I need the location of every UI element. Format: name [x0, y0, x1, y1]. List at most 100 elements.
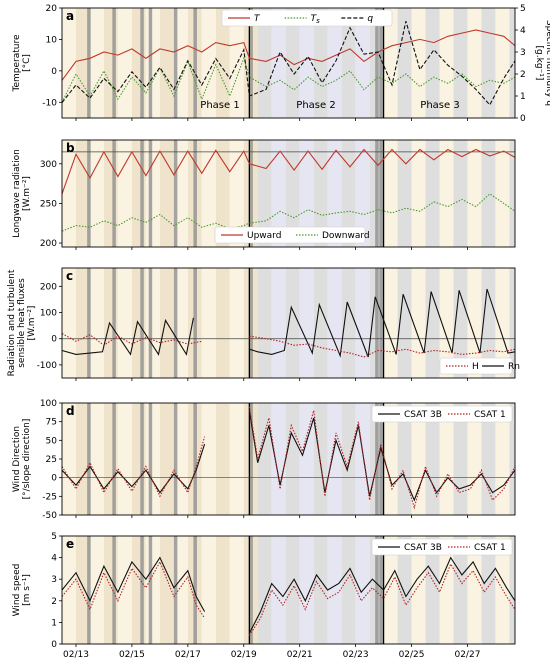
legend-label: CSAT 1 — [474, 543, 506, 553]
shade-band — [299, 140, 314, 247]
shade-band — [439, 536, 454, 644]
legend-label: T — [254, 14, 261, 24]
shade-band — [229, 268, 244, 378]
event-band — [193, 268, 197, 378]
shade-band — [411, 536, 426, 644]
y-axis-label: Radiation and turbulentsensible heat flu… — [7, 269, 37, 376]
legend-box — [371, 538, 513, 556]
shade-band — [62, 8, 76, 118]
event-band — [375, 140, 379, 247]
y2-tick-label: 1 — [520, 92, 526, 102]
phase-label: Phase 3 — [420, 100, 459, 111]
shade-band — [495, 268, 510, 378]
shade-band — [201, 536, 216, 644]
shade-band — [495, 403, 510, 515]
y2-tick-label: 4 — [520, 26, 526, 36]
event-band — [249, 140, 253, 247]
shade-band — [383, 268, 398, 378]
legend: CSAT 3B CSAT 1 — [371, 405, 513, 423]
shade-band — [285, 403, 300, 515]
event-band — [140, 536, 144, 644]
shade-band — [299, 268, 314, 378]
x-tick-label: 02/15 — [119, 650, 145, 660]
shade-band — [481, 403, 496, 515]
panel-letter: d — [66, 404, 75, 418]
shade-band — [257, 8, 272, 118]
x-tick-label: 02/19 — [231, 650, 257, 660]
shade-band — [271, 8, 286, 118]
shade-band — [75, 403, 90, 515]
x-tick-label: 02/21 — [287, 650, 313, 660]
shade-band — [481, 536, 496, 644]
shade-band — [299, 403, 314, 515]
event-band — [173, 140, 178, 247]
y2-axis-label: Specific humidity q[g.kg⁻¹] — [534, 20, 550, 106]
y-axis-label: Wind Direction[°/slope direction] — [12, 419, 32, 500]
shade-band — [159, 403, 174, 515]
series-line-rn — [61, 288, 516, 358]
panel-letter: b — [66, 141, 75, 155]
shade-band — [145, 8, 160, 118]
y-tick-label: 0 — [51, 640, 57, 650]
shade-band — [159, 536, 174, 644]
event-band — [379, 140, 383, 247]
shade-band — [117, 536, 132, 644]
event-band — [379, 268, 383, 378]
event-band — [193, 8, 197, 118]
shade-band — [355, 403, 370, 515]
shade-band — [509, 140, 515, 247]
series-line-downward — [61, 193, 516, 232]
y-tick-label: 0 — [51, 335, 57, 345]
phase-label: Phase 2 — [296, 100, 335, 111]
panel-letter: a — [66, 9, 74, 23]
panel-letter: c — [66, 269, 73, 283]
y-tick-label: 4 — [51, 554, 57, 564]
shade-band — [327, 268, 342, 378]
shade-band — [215, 8, 230, 118]
y-tick-label: 100 — [40, 399, 57, 409]
shade-band — [327, 403, 342, 515]
y-tick-label: 100 — [40, 309, 57, 319]
legend-box — [221, 9, 393, 27]
shade-band — [355, 268, 370, 378]
shade-band — [145, 536, 160, 644]
shade-band — [467, 536, 482, 644]
y-tick-label: 75 — [46, 418, 57, 428]
legend-label: CSAT 3B — [404, 410, 442, 420]
event-band — [87, 536, 91, 644]
event-band — [193, 140, 197, 247]
legend-box — [214, 226, 366, 244]
shade-band — [271, 536, 286, 644]
event-band — [148, 536, 153, 644]
shade-band — [495, 8, 510, 118]
series-line-csat-3b — [61, 410, 516, 502]
shade-band — [89, 403, 104, 515]
event-band — [193, 536, 197, 644]
event-band — [379, 8, 383, 118]
legend: CSAT 3B CSAT 1 — [371, 538, 513, 556]
panel-b: 200 250 300 b Longwave radiation[W.m⁻²] Upwar… — [12, 139, 516, 250]
shade-band — [425, 403, 440, 515]
shade-band — [229, 536, 244, 644]
x-tick-label: 02/17 — [175, 650, 201, 660]
shade-band — [229, 403, 244, 515]
shade-band — [145, 403, 160, 515]
shade-band — [117, 8, 132, 118]
event-band — [249, 536, 253, 644]
shade-band — [509, 268, 515, 378]
shade-band — [467, 140, 482, 247]
event-band — [87, 268, 91, 378]
shade-band — [383, 140, 398, 247]
shade-band — [215, 268, 230, 378]
shade-band — [383, 536, 398, 644]
event-band — [173, 536, 178, 644]
event-band — [249, 8, 253, 118]
event-band — [148, 403, 153, 515]
shade-band — [75, 140, 90, 247]
shade-band — [62, 140, 76, 247]
shade-band — [397, 8, 412, 118]
shade-band — [509, 8, 515, 118]
plot-frame — [61, 267, 516, 379]
shade-band — [397, 140, 412, 247]
event-band — [112, 140, 116, 247]
